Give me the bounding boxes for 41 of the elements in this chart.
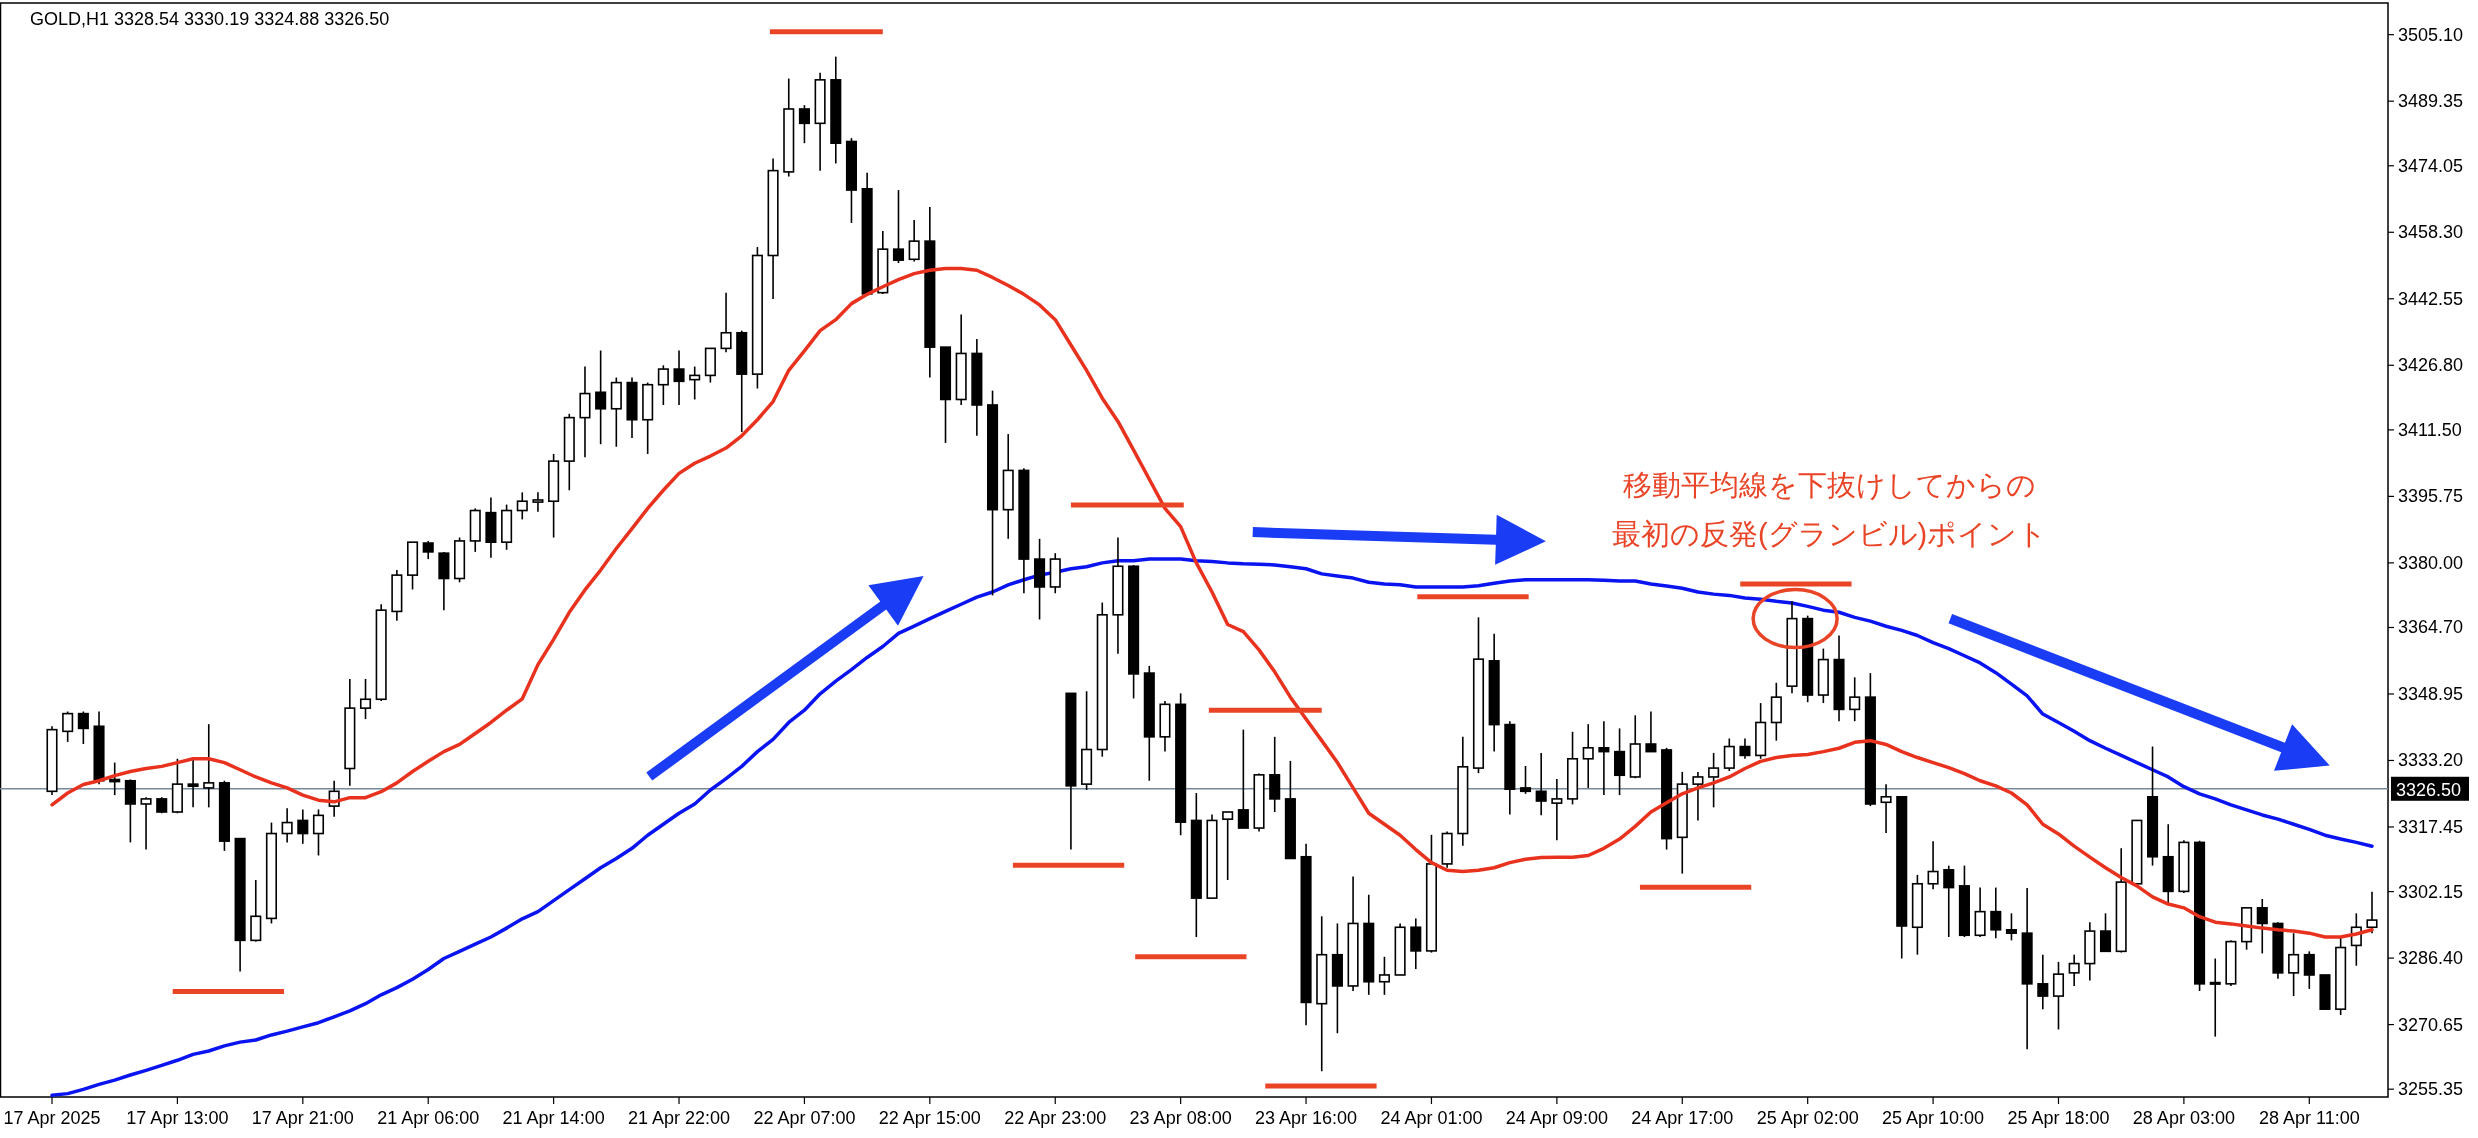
- y-tick-label: 3426.80: [2398, 355, 2464, 376]
- y-tick-label: 3395.75: [2398, 486, 2464, 507]
- y-tick-label: 3255.35: [2398, 1079, 2464, 1100]
- y-tick-label: 3333.20: [2398, 750, 2464, 771]
- y-tick-label: 3505.10: [2398, 24, 2464, 45]
- annotation: 最初の反発(グランビル)ポイント: [1611, 517, 2048, 550]
- ref-line-label: 3326.50: [2396, 779, 2462, 800]
- y-tick-label: 3302.15: [2398, 881, 2464, 902]
- y-tick-label: 3380.00: [2398, 552, 2464, 573]
- y-tick-label: 3474.05: [2398, 155, 2464, 176]
- x-tick-label: 17 Apr 21:00: [251, 1108, 354, 1128]
- x-tick-label: 22 Apr 07:00: [753, 1108, 856, 1128]
- x-tick-label: 24 Apr 09:00: [1505, 1108, 1608, 1128]
- chart-title: GOLD,H1 3328.54 3330.19 3324.88 3326.50: [30, 9, 390, 29]
- x-tick-label: 24 Apr 01:00: [1380, 1108, 1483, 1128]
- x-tick-label: 21 Apr 22:00: [627, 1108, 731, 1128]
- y-tick-label: 3270.65: [2398, 1014, 2464, 1035]
- x-tick-label: 17 Apr 2025: [3, 1108, 101, 1128]
- x-tick-label: 21 Apr 06:00: [377, 1108, 480, 1128]
- x-tick-label: 22 Apr 23:00: [1004, 1108, 1107, 1128]
- x-tick-label: 23 Apr 08:00: [1129, 1108, 1232, 1128]
- x-tick-label: 24 Apr 17:00: [1631, 1108, 1734, 1128]
- y-tick-label: 3489.35: [2398, 91, 2464, 112]
- y-tick-label: 3458.30: [2398, 222, 2464, 243]
- x-tick-label: 25 Apr 18:00: [2007, 1108, 2110, 1128]
- x-tick-label: 28 Apr 11:00: [2258, 1108, 2360, 1128]
- line-series: [50, 557, 2374, 1098]
- x-tick-label: 25 Apr 02:00: [1756, 1108, 1859, 1128]
- x-tick-label: 22 Apr 15:00: [878, 1108, 981, 1128]
- annotation: 移動平均線を下抜けしてからの: [1623, 469, 2037, 502]
- y-tick-label: 3286.40: [2398, 948, 2464, 969]
- y-tick-label: 3411.50: [2398, 419, 2462, 440]
- x-tick-label: 25 Apr 10:00: [1882, 1108, 1985, 1128]
- x-tick-label: 28 Apr 03:00: [2132, 1108, 2235, 1128]
- y-tick-label: 3317.45: [2398, 816, 2464, 837]
- x-tick-label: 23 Apr 16:00: [1255, 1108, 1358, 1128]
- y-tick-label: 3442.55: [2398, 288, 2464, 309]
- y-tick-label: 3364.70: [2398, 617, 2464, 638]
- y-tick-label: 3348.95: [2398, 683, 2464, 704]
- x-tick-label: 21 Apr 14:00: [502, 1108, 605, 1128]
- x-tick-label: 17 Apr 13:00: [126, 1108, 229, 1128]
